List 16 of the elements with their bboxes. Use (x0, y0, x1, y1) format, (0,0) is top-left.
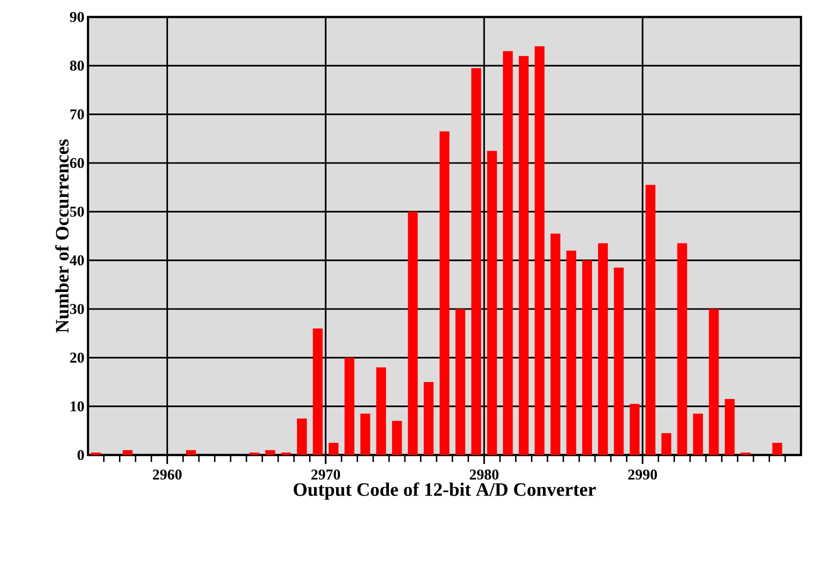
y-tick-label: 30 (70, 304, 84, 314)
y-axis-title: Number of Occurrences (55, 139, 69, 333)
y-tick-label: 20 (70, 352, 84, 363)
x-tick-label: 2970 (311, 470, 340, 480)
y-tick-label: 90 (70, 12, 84, 22)
x-tick-label: 2960 (152, 470, 182, 480)
y-tick-label: 50 (70, 206, 84, 217)
y-tick-label: 10 (70, 401, 84, 412)
y-tick-label: 0 (78, 450, 84, 460)
x-tick-label: 2990 (628, 470, 657, 480)
y-tick-label: 70 (70, 109, 84, 120)
y-tick-label: 60 (70, 158, 84, 168)
y-tick-label: 80 (70, 60, 84, 71)
y-tick-label: 40 (70, 255, 84, 266)
x-tick-label: 2980 (470, 470, 498, 480)
x-axis-title: Output Code of 12-bit A/D Converter (294, 482, 596, 500)
